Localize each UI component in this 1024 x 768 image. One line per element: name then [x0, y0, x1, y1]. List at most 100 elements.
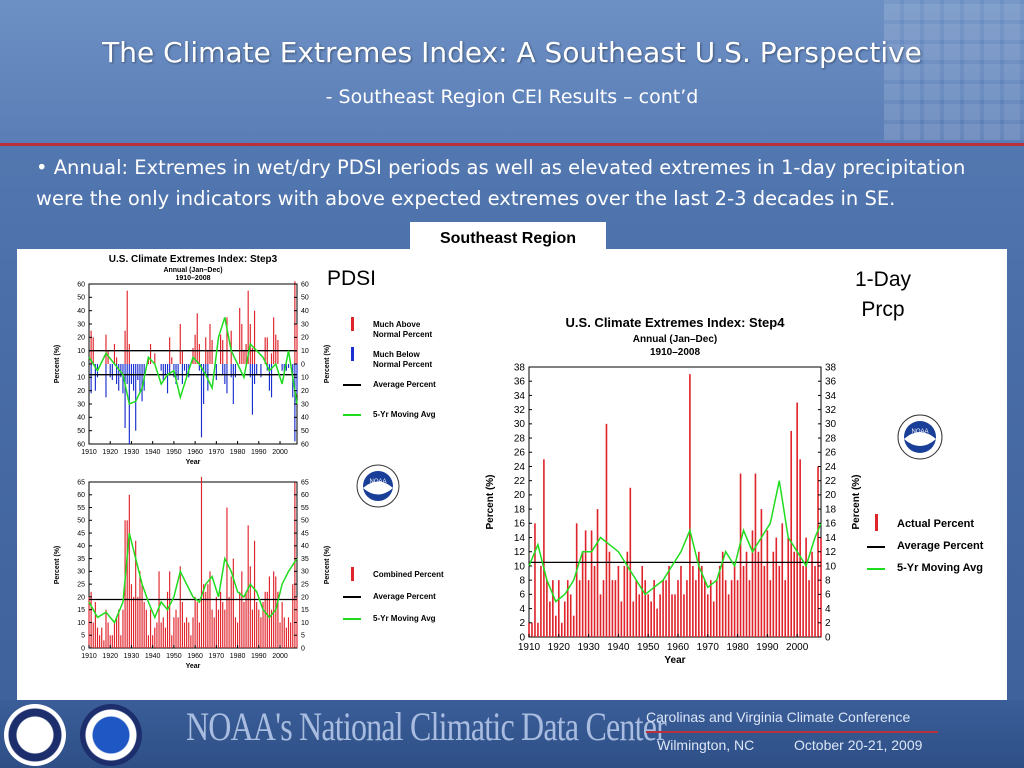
y-tick-label: 60	[77, 492, 85, 499]
bar-much-above	[179, 324, 181, 364]
bar-value	[769, 580, 772, 637]
chart-title: U.S. Climate Extremes Index: Step4	[566, 315, 786, 330]
legend-label: 5-Yr Moving Avg	[373, 410, 436, 419]
slide-title: The Climate Extremes Index: A Southeast …	[102, 36, 922, 69]
y-tick-label-right: 0	[825, 632, 831, 643]
bar-value	[540, 565, 542, 637]
y-tick-label: 18	[514, 504, 526, 515]
x-tick-label: 2000	[272, 449, 288, 456]
bar-much-below	[200, 364, 203, 438]
y-tick-label-right: 6	[825, 590, 831, 601]
bar-value	[186, 617, 188, 648]
y-tick-label: 40	[77, 415, 85, 422]
bar-value	[596, 509, 599, 637]
bar-value	[671, 594, 673, 637]
y-tick-label-right: 60	[301, 281, 309, 288]
moving-average-line	[88, 317, 298, 406]
y-tick-label-right: 50	[301, 295, 309, 302]
bar-value	[572, 615, 575, 637]
x-tick-label: 1940	[145, 653, 161, 660]
y-tick-label: 6	[519, 590, 525, 601]
x-tick-label: 2000	[786, 642, 809, 653]
bar-value	[162, 617, 164, 648]
x-tick-label: 1920	[102, 653, 118, 660]
bar-value	[680, 565, 682, 637]
bar-value	[126, 520, 128, 648]
bar-much-below	[135, 364, 137, 431]
bar-value	[92, 622, 94, 648]
bar-much-above	[181, 350, 183, 364]
bar-value	[194, 596, 196, 648]
bar-value	[234, 617, 237, 648]
bar-value	[183, 622, 186, 648]
bar-value	[152, 635, 154, 648]
bar-value	[251, 609, 254, 648]
bar-much-below	[124, 364, 126, 428]
bar-much-below	[90, 364, 92, 394]
bar-much-below	[222, 364, 224, 375]
y-tick-label-right: 4	[825, 604, 831, 615]
bar-value	[602, 580, 605, 637]
bar-value	[135, 540, 137, 648]
y-tick-label: 22	[514, 476, 526, 487]
y-tick-label-right: 40	[301, 308, 309, 315]
bar-much-above	[296, 324, 298, 364]
y-tick-label-right: 24	[825, 462, 837, 473]
y-tick-label: 0	[81, 361, 85, 368]
bar-value	[130, 584, 133, 648]
bar-value	[632, 601, 635, 637]
bar-much-below	[270, 364, 273, 398]
bar-value	[164, 627, 166, 648]
bar-value	[546, 580, 548, 637]
bar-value	[656, 608, 658, 637]
bar-much-below	[230, 364, 232, 378]
bar-value	[262, 602, 264, 648]
bar-much-above	[194, 334, 196, 364]
bar-much-above	[275, 334, 277, 364]
bar-much-above	[196, 313, 198, 364]
bar-value	[241, 571, 243, 648]
y-axis-label-right: Percent (%)	[324, 345, 331, 384]
bar-value	[175, 609, 177, 648]
y-tick-label: 20	[77, 594, 85, 601]
bar-much-below	[166, 364, 169, 394]
bar-much-below	[141, 364, 143, 402]
bar-value	[754, 473, 757, 637]
bar-value	[273, 571, 275, 648]
bar-much-above	[247, 290, 249, 364]
bar-value	[232, 558, 234, 648]
bar-value	[200, 476, 203, 648]
y-tick-label-right: 38	[825, 362, 837, 373]
bar-value	[243, 602, 245, 648]
bar-value	[287, 617, 290, 648]
y-tick-label: 26	[514, 448, 526, 459]
y-tick-label-right: 60	[301, 441, 309, 448]
y-tick-label-right: 20	[301, 594, 309, 601]
bar-much-below	[268, 364, 270, 391]
bar-much-above	[226, 317, 228, 364]
legend-label: Much Below	[373, 350, 420, 359]
bar-much-above	[253, 310, 256, 364]
bar-value	[279, 622, 281, 648]
y-tick-label-right: 40	[301, 415, 309, 422]
y-tick-label-right: 34	[825, 391, 837, 402]
bar-value	[739, 473, 742, 637]
y-tick-label: 10	[77, 620, 85, 627]
chart-subtitle-2: 1910–2008	[175, 275, 210, 282]
prcp-label-line1: 1-Day	[855, 268, 912, 291]
bar-value	[665, 580, 667, 637]
x-axis-label: Year	[186, 459, 201, 466]
bar-value	[724, 580, 727, 637]
bar-value	[727, 594, 730, 637]
noaa-logo-small: NOAA	[356, 464, 400, 508]
bar-value	[647, 594, 649, 637]
bar-value	[677, 580, 679, 637]
x-tick-label: 1930	[577, 642, 600, 653]
bar-value	[209, 571, 211, 648]
bar-value	[147, 635, 150, 648]
bar-value	[99, 635, 101, 648]
bar-value	[292, 584, 294, 648]
bar-value	[706, 594, 709, 637]
legend-label: Much Above	[373, 320, 421, 329]
bar-value	[277, 591, 279, 648]
